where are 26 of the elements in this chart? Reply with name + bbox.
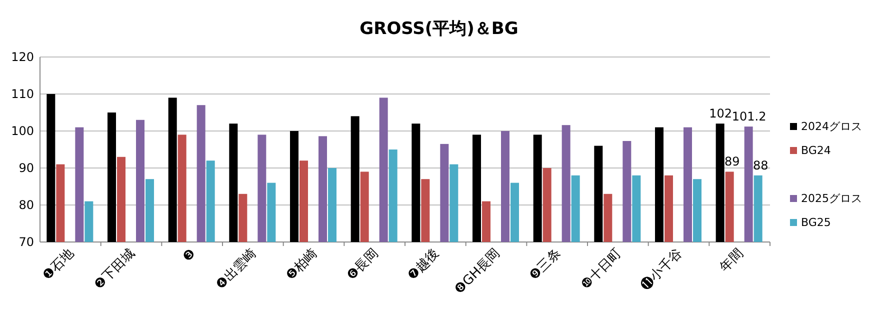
x-tick-label: ❺柏崎 — [283, 246, 321, 284]
legend-label: BG25 — [801, 216, 831, 229]
y-tick-label: 70 — [18, 235, 34, 249]
y-tick-label: 90 — [18, 161, 34, 175]
x-tick-label: ❶石地 — [40, 246, 78, 284]
y-tick-label: 80 — [18, 198, 34, 212]
data-label: 89 — [724, 154, 740, 169]
x-tick-label: ❿十日町 — [578, 246, 625, 293]
chart-title: GROSS(平均)＆BG — [360, 19, 518, 39]
legend-label: 2024グロス — [801, 120, 862, 133]
x-tick-label: ❻長岡 — [344, 246, 382, 284]
data-label: 101.2 — [732, 110, 766, 124]
x-tick-label: ❷下田城 — [92, 246, 138, 293]
y-tick-label: 120 — [11, 50, 34, 64]
legend-label: BG24 — [801, 144, 831, 157]
x-tick-label: ❼越後 — [405, 246, 442, 284]
data-label: 102 — [709, 106, 732, 121]
data-label: 88 — [752, 158, 768, 172]
x-tick-label: ⓫小千谷 — [638, 246, 686, 294]
x-tick-label: ❾三条 — [526, 246, 564, 284]
legend-label: 2025グロス — [801, 192, 862, 205]
y-tick-label: 100 — [11, 124, 34, 138]
y-tick-label: 110 — [11, 87, 34, 101]
x-tick-label: 年間 — [717, 246, 746, 276]
x-tick-label: ❹出雲崎 — [213, 246, 260, 293]
x-tick-label: ❸ — [180, 246, 199, 266]
